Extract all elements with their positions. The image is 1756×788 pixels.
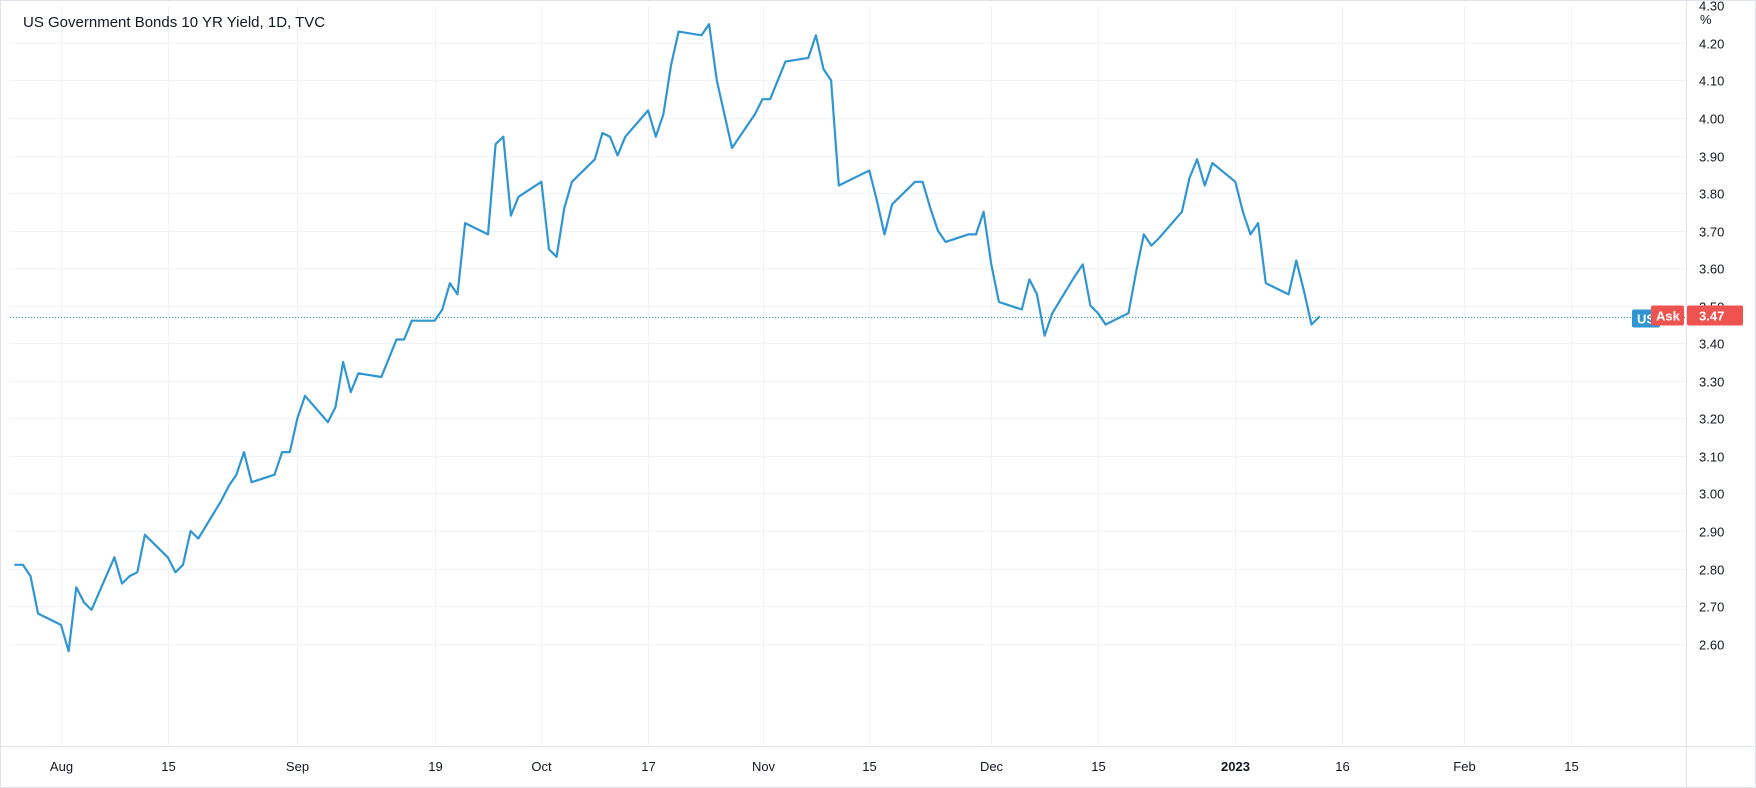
x-tick-label: Aug — [50, 759, 73, 774]
y-tick-label: 4.30 — [1699, 0, 1724, 14]
current-price-badge — [1687, 305, 1743, 326]
chart-title: US Government Bonds 10 YR Yield, 1D, TVC — [23, 14, 325, 31]
ask-badge-label: Ask — [1656, 309, 1681, 324]
y-tick-label: 2.80 — [1699, 563, 1724, 578]
x-tick-label: Nov — [752, 759, 776, 774]
x-tick-label: Dec — [980, 759, 1004, 774]
y-tick-label: 3.90 — [1699, 150, 1724, 165]
x-tick-label: Oct — [531, 759, 552, 774]
y-tick-label: 2.70 — [1699, 600, 1724, 615]
y-tick-label: 2.60 — [1699, 638, 1724, 653]
y-tick-label: 3.60 — [1699, 262, 1724, 277]
y-tick-label: 3.40 — [1699, 337, 1724, 352]
y-tick-label: 4.20 — [1699, 37, 1724, 52]
y-tick-label: 3.70 — [1699, 225, 1724, 240]
y-unit-label: % — [1700, 12, 1712, 27]
y-tick-label: 3.20 — [1699, 412, 1724, 427]
yield-series-line[interactable] — [14, 23, 1321, 653]
x-tick-label: 17 — [641, 759, 655, 774]
y-tick-label: 3.00 — [1699, 487, 1724, 502]
y-tick-label: 3.10 — [1699, 450, 1724, 465]
x-tick-label: 2023 — [1221, 759, 1250, 774]
x-tick-label: Feb — [1453, 759, 1475, 774]
y-tick-label: 4.10 — [1699, 74, 1724, 89]
y-tick-label: 3.80 — [1699, 187, 1724, 202]
symbol-badge-label: US — [1637, 312, 1655, 327]
y-tick-label: 3.30 — [1699, 375, 1724, 390]
x-tick-label: 15 — [1564, 759, 1578, 774]
ask-badge — [1651, 305, 1684, 326]
x-tick-label: 15 — [1091, 759, 1105, 774]
x-tick-label: Sep — [286, 759, 309, 774]
x-tick-label: 15 — [161, 759, 175, 774]
current-price-label: 3.47 — [1699, 309, 1724, 324]
x-tick-label: 15 — [862, 759, 876, 774]
x-tick-label: 19 — [428, 759, 442, 774]
y-tick-label: 2.90 — [1699, 525, 1724, 540]
y-tick-label: 4.00 — [1699, 112, 1724, 127]
x-tick-label: 16 — [1335, 759, 1349, 774]
